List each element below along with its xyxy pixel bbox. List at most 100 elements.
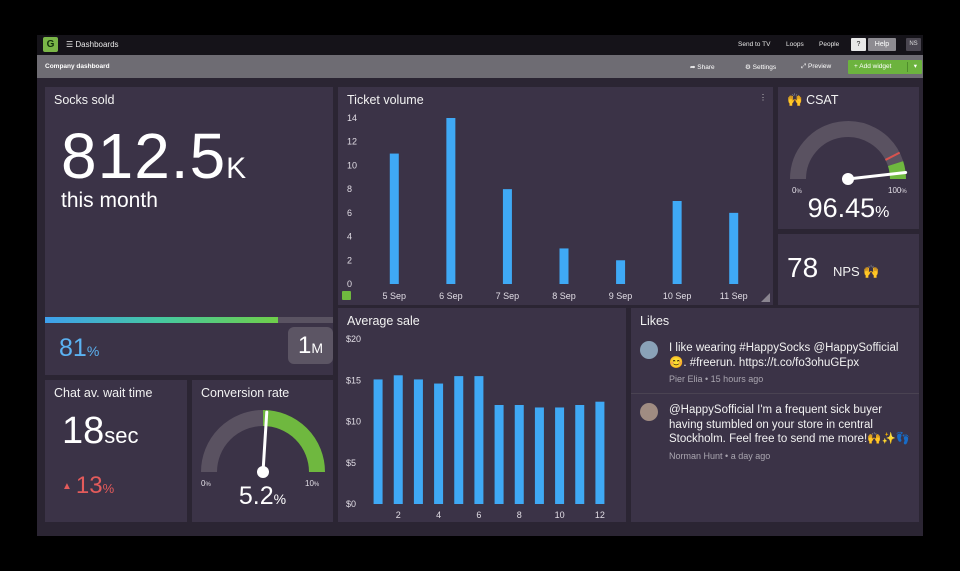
share-label: Share (697, 64, 715, 71)
conversion-unit: % (273, 491, 287, 507)
trend-up-icon: ▲ (62, 481, 72, 492)
chat-wait-widget[interactable]: Chat av. wait time 18sec ▲ 13% (45, 380, 187, 522)
help-button[interactable]: Help (868, 38, 896, 51)
dashboard-title: Company dashboard (45, 63, 110, 70)
bar (494, 405, 504, 504)
conversion-number: 5.2 (238, 482, 274, 510)
y-tick-label: $15 (346, 375, 361, 385)
gear-icon: ⚙ (745, 64, 751, 71)
csat-value: 96.45% (778, 193, 919, 224)
widget-menu-icon[interactable]: ⋮ (759, 93, 767, 102)
conversion-rate-widget[interactable]: Conversion rate 0% 10% 5.2% (192, 380, 333, 522)
settings-button[interactable]: ⚙ Settings (745, 63, 776, 71)
trend-number: 13 (75, 472, 103, 499)
gauge-track (201, 410, 264, 473)
people-link[interactable]: People (819, 41, 840, 48)
goal-unit: M (311, 340, 324, 356)
tweet-body: I like wearing #HappySocks @HappySoffici… (669, 341, 914, 387)
gauge-hub (257, 466, 269, 478)
socks-unit: K (226, 152, 248, 185)
send-to-tv-link[interactable]: Send to TV (738, 41, 771, 48)
bar (595, 401, 605, 504)
dashboards-menu-button[interactable]: ☰ Dashboards (66, 40, 119, 49)
x-tick-label: 7 Sep (496, 291, 520, 301)
preview-button[interactable]: ⤢ Preview (801, 63, 831, 71)
socks-number: 812.5 (61, 120, 227, 192)
share-button[interactable]: ➦ Share (690, 63, 715, 71)
tweet-text: @HappySofficial I'm a frequent sick buye… (669, 404, 911, 445)
y-tick-label: 14 (347, 113, 357, 123)
bar (434, 383, 444, 504)
csat-widget[interactable]: 🙌 CSAT 0% 100% 96.45% (778, 87, 919, 229)
bar (393, 375, 403, 504)
gauge-min-label: 0% (792, 186, 802, 195)
average-sale-widget[interactable]: Average sale $0 $5 $10 $15 $20 2 4 6 8 10 12 (338, 308, 626, 522)
y-tick-label: 8 (347, 184, 352, 194)
tweet-time: a day ago (730, 450, 771, 461)
widget-title: Socks sold (54, 93, 115, 107)
nps-widget[interactable]: 78 NPS 🙌 (778, 234, 919, 305)
top-bar: G ☰ Dashboards Send to TV Loops People ?… (37, 35, 923, 55)
csat-number: 96.45 (807, 193, 876, 223)
loops-link[interactable]: Loops (786, 41, 804, 48)
widget-title: Ticket volume (347, 93, 424, 107)
widget-title: Likes (640, 314, 670, 328)
data-source-icon (342, 291, 351, 300)
socks-sold-widget[interactable]: Socks sold 812.5K this month 81% 1M (45, 87, 333, 375)
y-tick-label: $5 (346, 458, 356, 468)
author-avatar (640, 403, 658, 421)
tweet-time: 15 hours ago (710, 374, 764, 384)
x-tick-label: 8 Sep (552, 291, 576, 301)
geckoboard-logo[interactable]: G (43, 37, 58, 52)
gauge-threshold-mark (884, 151, 901, 161)
progress-number: 81 (59, 334, 87, 362)
add-widget-button[interactable]: + Add widget ▾ (848, 60, 922, 74)
widget-title: Average sale (347, 314, 420, 328)
bar (672, 201, 682, 284)
bar (502, 189, 512, 284)
share-icon: ➦ (690, 64, 696, 71)
wait-unit: sec (104, 423, 139, 448)
gauge-needle (261, 410, 269, 474)
bar (454, 376, 464, 504)
y-tick-label: 0 (347, 279, 352, 289)
x-tick-label: 12 (595, 510, 605, 520)
bar (616, 260, 626, 284)
csat-unit: % (875, 204, 890, 221)
x-tick-label: 10 Sep (663, 291, 692, 301)
caret-down-icon[interactable]: ▾ (913, 63, 917, 70)
progress-percent: 81% (59, 334, 99, 363)
split-divider (907, 62, 908, 72)
tweet-meta: Norman Hunt • a day ago (669, 450, 771, 461)
resize-handle[interactable] (761, 293, 770, 302)
progress-bar (45, 317, 333, 323)
ticket-volume-widget[interactable]: Ticket volume ⋮ 0 2 4 6 8 10 12 14 5 Sep 6 Sep 7 S… (338, 87, 773, 305)
socks-subtitle: this month (61, 189, 158, 212)
gauge-hub (842, 173, 854, 185)
y-tick-label: 12 (347, 137, 357, 147)
bar (559, 248, 569, 284)
nps-label-text: NPS (833, 264, 860, 279)
progress-unit: % (86, 343, 100, 359)
bar (555, 407, 565, 504)
bar (413, 379, 423, 504)
dashboards-label: Dashboards (75, 40, 119, 49)
widget-title: Conversion rate (201, 386, 290, 400)
bar (534, 407, 544, 504)
x-tick-label: 5 Sep (383, 291, 407, 301)
bar (575, 405, 585, 504)
y-tick-label: 4 (347, 232, 352, 242)
author-avatar (640, 341, 658, 359)
likes-widget[interactable]: Likes I like wearing #HappySocks @HappyS… (631, 308, 919, 522)
x-tick-label: 4 (436, 510, 441, 520)
conversion-value: 5.2% (192, 482, 333, 511)
x-tick-label: 6 Sep (439, 291, 463, 301)
tweet-text: I like wearing #HappySocks @HappySoffici… (669, 342, 899, 369)
tweet-meta: Pier Elia • 15 hours ago (669, 374, 764, 384)
question-button[interactable]: ? (851, 38, 866, 51)
plus-icon: + (854, 63, 858, 70)
wait-number: 18 (62, 410, 105, 452)
x-tick-label: 11 Sep (720, 291, 748, 301)
user-avatar[interactable]: NS (906, 38, 921, 51)
gauge-max-label: 10% (305, 479, 320, 488)
